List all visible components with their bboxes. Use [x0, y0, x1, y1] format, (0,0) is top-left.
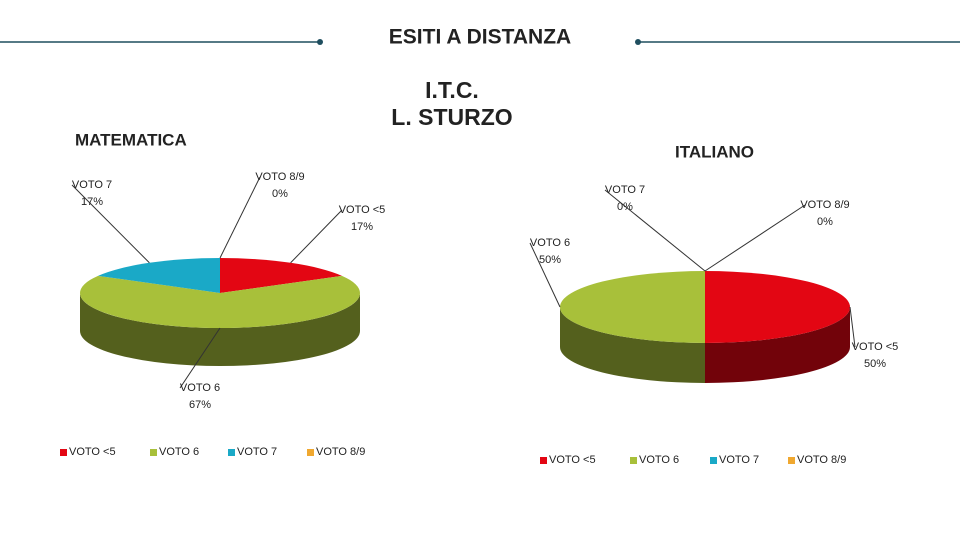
- legend-label: VOTO 8/9: [797, 454, 846, 466]
- leader-line: [604, 189, 706, 272]
- data-label: VOTO 8/9: [800, 199, 849, 211]
- legend-swatch: [307, 449, 314, 456]
- data-label: VOTO 8/9: [255, 171, 304, 183]
- data-label: 0%: [617, 201, 633, 213]
- legend-label: VOTO 8/9: [316, 446, 365, 458]
- legend-swatch: [228, 449, 235, 456]
- title-dot: [317, 39, 323, 45]
- slide-title: ESITI A DISTANZA: [389, 26, 571, 49]
- data-label: VOTO <5: [339, 204, 386, 216]
- legend-label: VOTO <5: [69, 446, 116, 458]
- slice-side: [705, 307, 850, 383]
- legend-label: VOTO 6: [159, 446, 199, 458]
- slice-side: [80, 293, 360, 366]
- legend-swatch: [710, 457, 717, 464]
- leader-line: [290, 209, 343, 264]
- data-label: 67%: [189, 399, 211, 411]
- data-label: 50%: [864, 358, 886, 370]
- slice: [98, 258, 220, 293]
- data-label: 50%: [539, 254, 561, 266]
- leader-line: [849, 306, 856, 348]
- slide-subtitle: I.T.C.: [425, 77, 479, 103]
- legend-label: VOTO 7: [237, 446, 277, 458]
- legend-label: VOTO 7: [719, 454, 759, 466]
- data-label: 17%: [351, 221, 373, 233]
- title-dot: [635, 39, 641, 45]
- slice: [220, 258, 342, 293]
- leader-line: [71, 184, 150, 264]
- slice: [560, 271, 705, 343]
- slide-subtitle: L. STURZO: [391, 104, 512, 130]
- leader-line: [704, 204, 806, 272]
- legend-swatch: [540, 457, 547, 464]
- legend-label: VOTO 6: [639, 454, 679, 466]
- legend-label: VOTO <5: [549, 454, 596, 466]
- data-label: 17%: [81, 196, 103, 208]
- slice: [705, 271, 850, 343]
- slice-side: [560, 307, 705, 383]
- data-label: 0%: [272, 188, 288, 200]
- legend-swatch: [788, 457, 795, 464]
- chart-title: ITALIANO: [675, 142, 754, 161]
- data-label: VOTO <5: [852, 341, 899, 353]
- leader-line: [219, 176, 261, 259]
- slice: [79, 275, 361, 329]
- data-label: 0%: [817, 216, 833, 228]
- legend-swatch: [150, 449, 157, 456]
- data-label: VOTO 6: [530, 237, 570, 249]
- legend-swatch: [630, 457, 637, 464]
- chart-title: MATEMATICA: [75, 130, 187, 149]
- data-label: VOTO 7: [72, 179, 112, 191]
- legend-swatch: [60, 449, 67, 456]
- data-label: VOTO 7: [605, 184, 645, 196]
- data-label: VOTO 6: [180, 382, 220, 394]
- leader-line: [529, 242, 561, 308]
- leader-line: [179, 327, 221, 389]
